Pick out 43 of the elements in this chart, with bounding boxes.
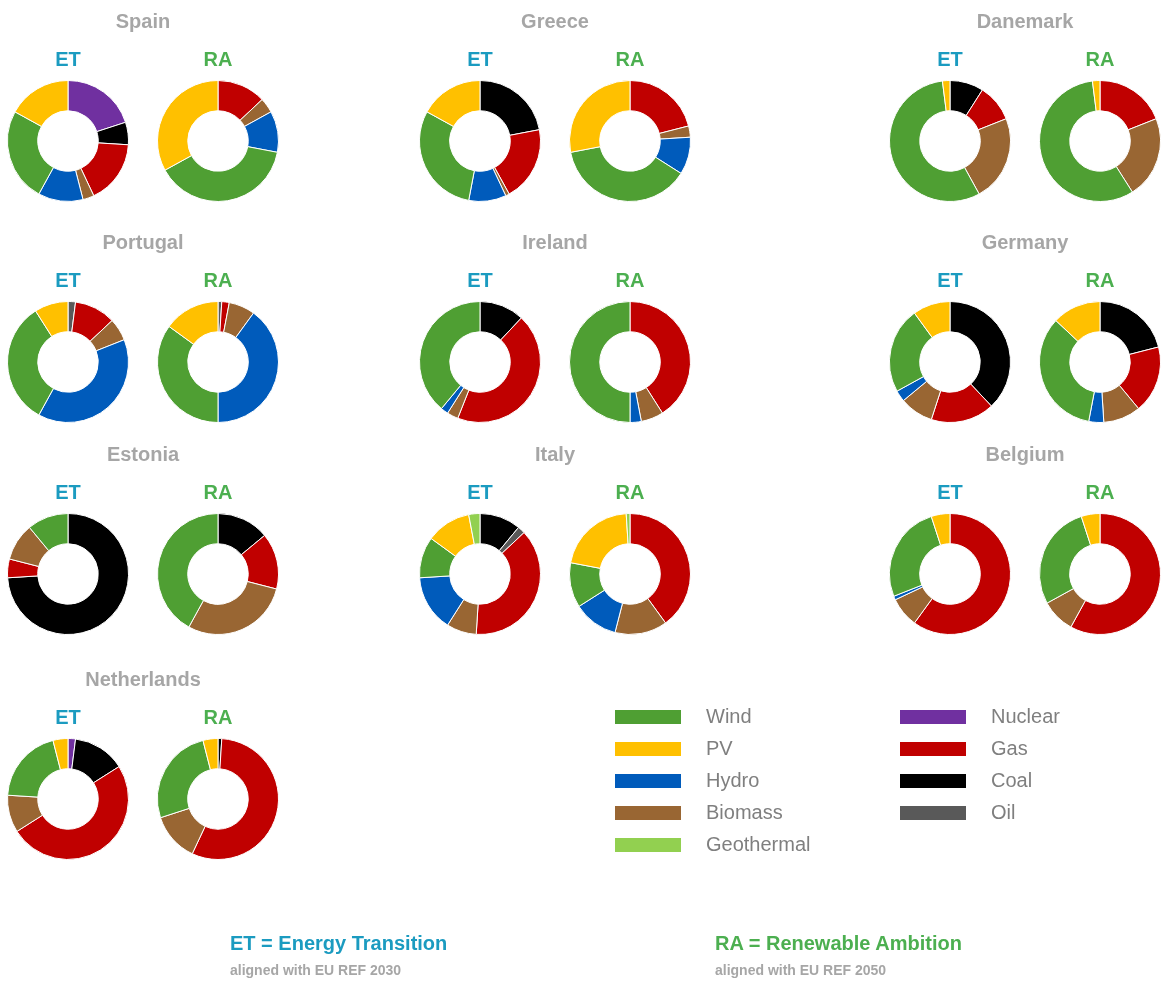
chart-subtitle: RA <box>202 481 234 504</box>
legend-label: Wind <box>706 705 752 728</box>
legend-label: Oil <box>991 801 1016 824</box>
chart-subtitle: RA <box>1084 269 1116 292</box>
chart-subtitle: ET <box>54 706 82 729</box>
chart-subtitle: RA <box>202 269 234 292</box>
chart-subtitle: RA <box>1084 481 1116 504</box>
legend-label: Biomass <box>706 801 783 824</box>
chart-subtitle: ET <box>936 269 964 292</box>
chart-subtitle: ET <box>936 481 964 504</box>
chart-subtitle: RA <box>614 269 646 292</box>
legend-label: Geothermal <box>706 833 811 856</box>
chart-title: Portugal <box>101 231 185 254</box>
text: ET = Energy Transition <box>230 932 448 955</box>
chart-subtitle: RA <box>202 706 234 729</box>
text: RA = Renewable Ambition <box>715 932 962 955</box>
chart-subtitle: ET <box>466 269 494 292</box>
chart-subtitle: ET <box>466 481 494 504</box>
chart-title: Belgium <box>984 443 1066 466</box>
text: aligned with EU REF 2050 <box>715 962 887 978</box>
chart-subtitle: RA <box>614 481 646 504</box>
chart-title: Greece <box>520 10 590 33</box>
chart-subtitle: ET <box>936 48 964 71</box>
text: aligned with EU REF 2030 <box>230 962 402 978</box>
chart-title: Netherlands <box>84 668 202 691</box>
legend-label: Hydro <box>706 769 760 792</box>
chart-title: Estonia <box>105 443 181 466</box>
chart-title: Italy <box>534 443 576 466</box>
chart-subtitle: ET <box>54 269 82 292</box>
chart-subtitle: ET <box>466 48 494 71</box>
chart-subtitle: ET <box>54 481 82 504</box>
chart-title: Ireland <box>521 231 589 254</box>
chart-subtitle: RA <box>1084 48 1116 71</box>
legend-label: Gas <box>991 737 1028 760</box>
chart-title: Spain <box>114 10 172 33</box>
legend-label: PV <box>706 737 733 760</box>
chart-subtitle: RA <box>202 48 234 71</box>
legend-label: Coal <box>991 769 1033 792</box>
chart-subtitle: ET <box>54 48 82 71</box>
chart-subtitle: RA <box>614 48 646 71</box>
legend-label: Nuclear <box>991 705 1060 728</box>
chart-title: Germany <box>980 231 1070 254</box>
chart-title: Danemark <box>975 10 1075 33</box>
